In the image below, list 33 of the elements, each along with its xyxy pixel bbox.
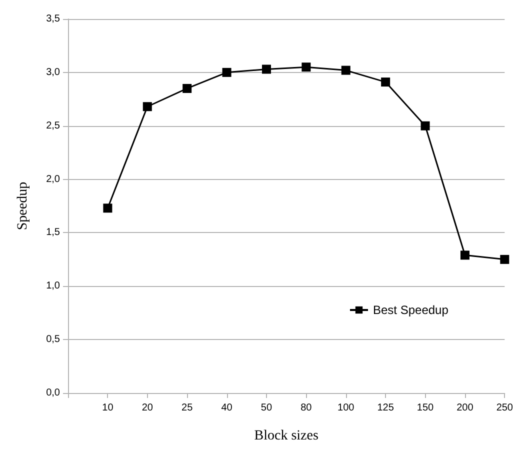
x-tick-label: 80 [300,402,312,414]
x-tick-label: 25 [182,402,194,414]
point [302,62,311,72]
point [222,68,232,77]
point [103,204,112,213]
x-tick-label: 10 [102,402,114,414]
x-tick-label: 250 [496,402,514,414]
legend-label: Best Speedup [373,303,449,317]
y-tick-label: 2,5 [46,120,60,132]
point [500,254,510,264]
point [142,102,152,112]
point [262,64,271,74]
y-tick-label: 0,0 [46,388,60,398]
x-tick-label: 100 [338,402,355,414]
x-tick-label: 150 [416,402,434,414]
point [182,84,192,93]
y-tick-label: 2,0 [46,174,60,185]
x-axis-title: Block sizes [254,428,318,444]
x-tick-label: 50 [260,402,272,414]
x-tick-label: 125 [377,402,394,414]
y-tick-label: 1,5 [46,227,60,238]
point [381,78,390,87]
y-tick-label: 0,5 [46,334,60,346]
point [420,121,430,130]
x-tick-label: 40 [221,402,233,414]
point [341,66,350,75]
point [460,250,470,260]
y-tick-label: 3,5 [46,14,60,24]
y-axis-title: Speedup [16,182,30,230]
y-tick-label: 3,0 [46,66,60,78]
x-tick-label: 20 [142,402,154,414]
y-tick-label: 1,0 [46,280,60,292]
x-tick-label: 200 [456,402,474,414]
